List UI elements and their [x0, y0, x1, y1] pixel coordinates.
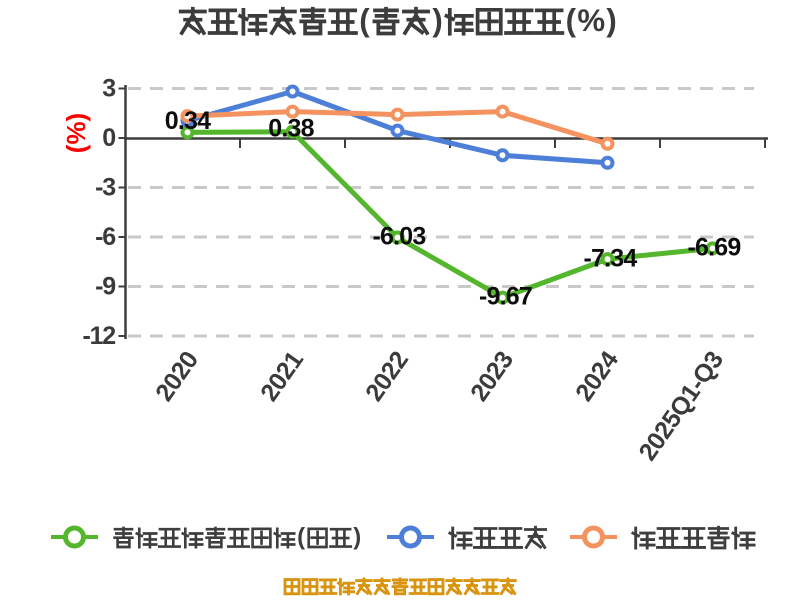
svg-text:2020: 2020 [150, 346, 204, 406]
svg-text:%: % [577, 3, 605, 38]
svg-text:-6: -6 [95, 223, 115, 251]
svg-text:2022: 2022 [360, 346, 414, 406]
svg-text:0.34: 0.34 [165, 107, 211, 135]
svg-text:2023: 2023 [465, 346, 519, 406]
svg-text:(: ( [566, 3, 577, 38]
svg-text:(: ( [297, 524, 305, 551]
svg-text:2025Q1-Q3: 2025Q1-Q3 [634, 346, 729, 465]
svg-text:2021: 2021 [255, 346, 309, 406]
svg-text:(: ( [359, 3, 370, 38]
svg-text:-6.69: -6.69 [688, 234, 741, 262]
svg-text:(%): (%) [61, 113, 91, 153]
svg-text:0.38: 0.38 [268, 115, 314, 143]
svg-text:0: 0 [102, 124, 115, 152]
svg-text:-9: -9 [95, 273, 115, 301]
svg-text:): ) [432, 3, 442, 38]
svg-text:-6.03: -6.03 [373, 223, 426, 251]
svg-text:3: 3 [102, 75, 115, 103]
svg-text:-12: -12 [82, 322, 115, 350]
svg-text:2024: 2024 [570, 346, 624, 406]
svg-text:-7.34: -7.34 [584, 245, 638, 273]
svg-text:-9.67: -9.67 [479, 283, 532, 311]
svg-text:): ) [353, 524, 361, 551]
svg-text:-3: -3 [95, 174, 115, 202]
svg-text:): ) [606, 3, 616, 38]
